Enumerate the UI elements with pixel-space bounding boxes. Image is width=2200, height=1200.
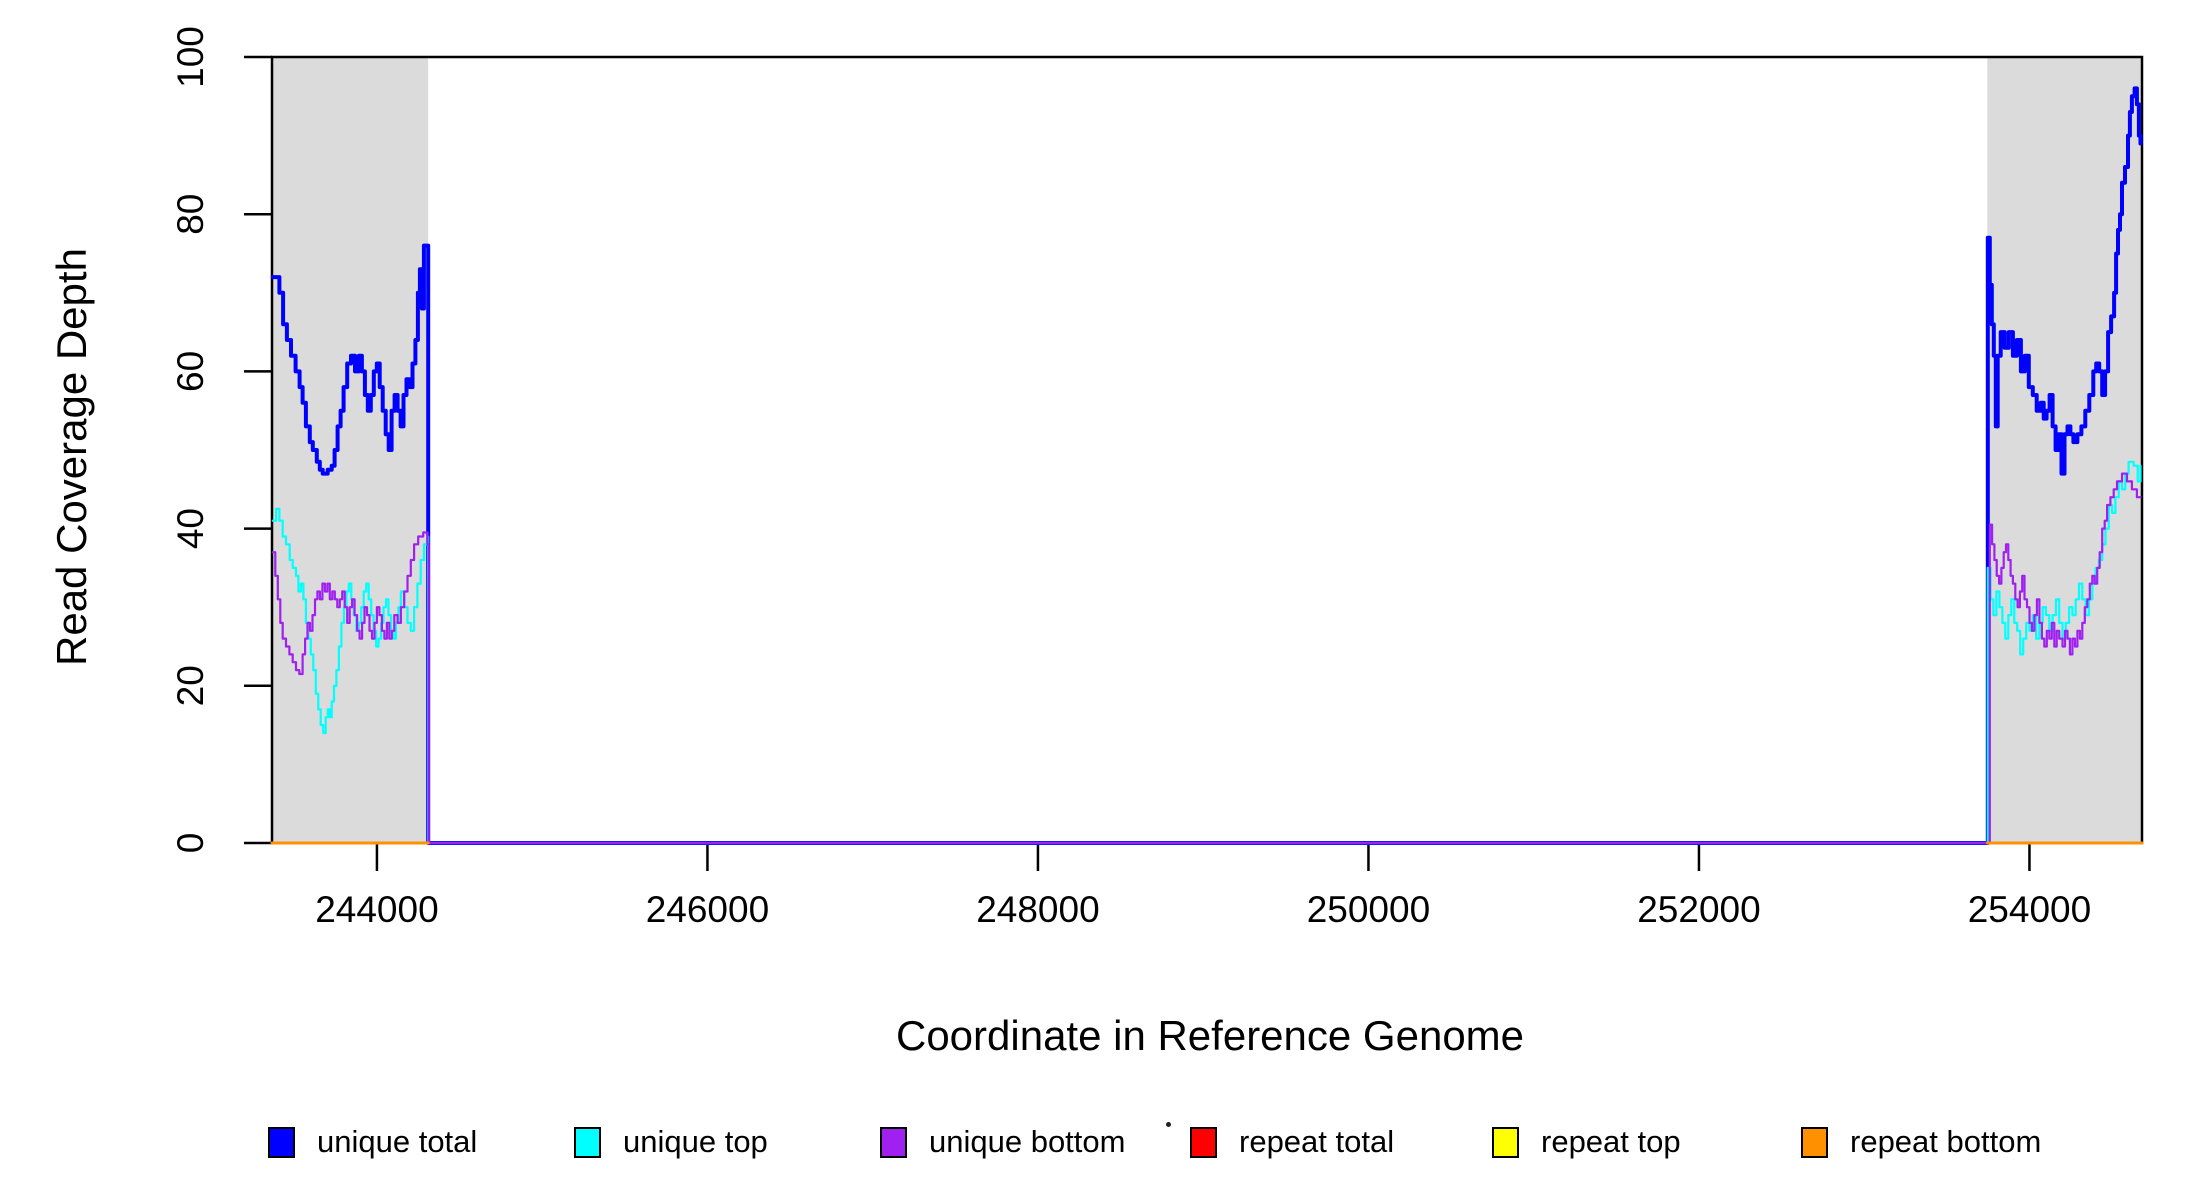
x-axis-title: Coordinate in Reference Genome — [895, 1012, 1525, 1059]
y-tick-label: 100 — [170, 26, 211, 88]
legend-label: unique bottom — [929, 1124, 1126, 1159]
y-tick-label: 20 — [170, 665, 211, 706]
x-tick-label: 248000 — [976, 889, 1099, 930]
x-tick-label: 246000 — [646, 889, 769, 930]
y-axis-title: Read Coverage Depth — [48, 248, 95, 666]
series-unique-bottom — [271, 472, 2142, 845]
repeat-bottom-swatch-icon — [1801, 1126, 1828, 1158]
shaded-region — [272, 57, 429, 843]
repeat-top-swatch-icon — [1492, 1126, 1519, 1158]
repeat-total-swatch-icon — [1190, 1126, 1217, 1158]
chart-legend: unique total unique top unique bottom re… — [0, 1118, 2200, 1178]
legend-label: unique top — [623, 1124, 768, 1159]
unique-bottom-swatch-icon — [880, 1126, 907, 1158]
stray-point-dot — [1166, 1122, 1171, 1127]
series-unique-total — [270, 86, 2143, 845]
legend-label: repeat total — [1239, 1124, 1395, 1159]
x-tick-label: 244000 — [315, 889, 438, 930]
y-tick-label: 40 — [170, 508, 211, 549]
x-tick-label: 254000 — [1968, 889, 2091, 930]
plot-box — [270, 55, 2144, 845]
legend-item-unique-top: unique top — [574, 1118, 768, 1166]
unique-top-swatch-icon — [574, 1126, 601, 1158]
y-tick-label: 80 — [170, 194, 211, 235]
legend-item-repeat-bottom: repeat bottom — [1801, 1118, 2041, 1166]
y-tick-label: 0 — [170, 833, 211, 854]
x-tick-label: 252000 — [1637, 889, 1760, 930]
series-unique-top — [271, 460, 2142, 845]
legend-label: unique total — [317, 1124, 478, 1159]
legend-item-repeat-top: repeat top — [1492, 1118, 1681, 1166]
legend-label: repeat bottom — [1850, 1124, 2042, 1159]
legend-item-unique-total: unique total — [268, 1118, 477, 1166]
x-tick-label: 250000 — [1307, 889, 1430, 930]
legend-item-unique-bottom: unique bottom — [880, 1118, 1125, 1166]
legend-label: repeat top — [1541, 1124, 1681, 1159]
unique-total-swatch-icon — [268, 1126, 295, 1158]
y-tick-label: 60 — [170, 351, 211, 392]
legend-item-repeat-total: repeat total — [1190, 1118, 1394, 1166]
